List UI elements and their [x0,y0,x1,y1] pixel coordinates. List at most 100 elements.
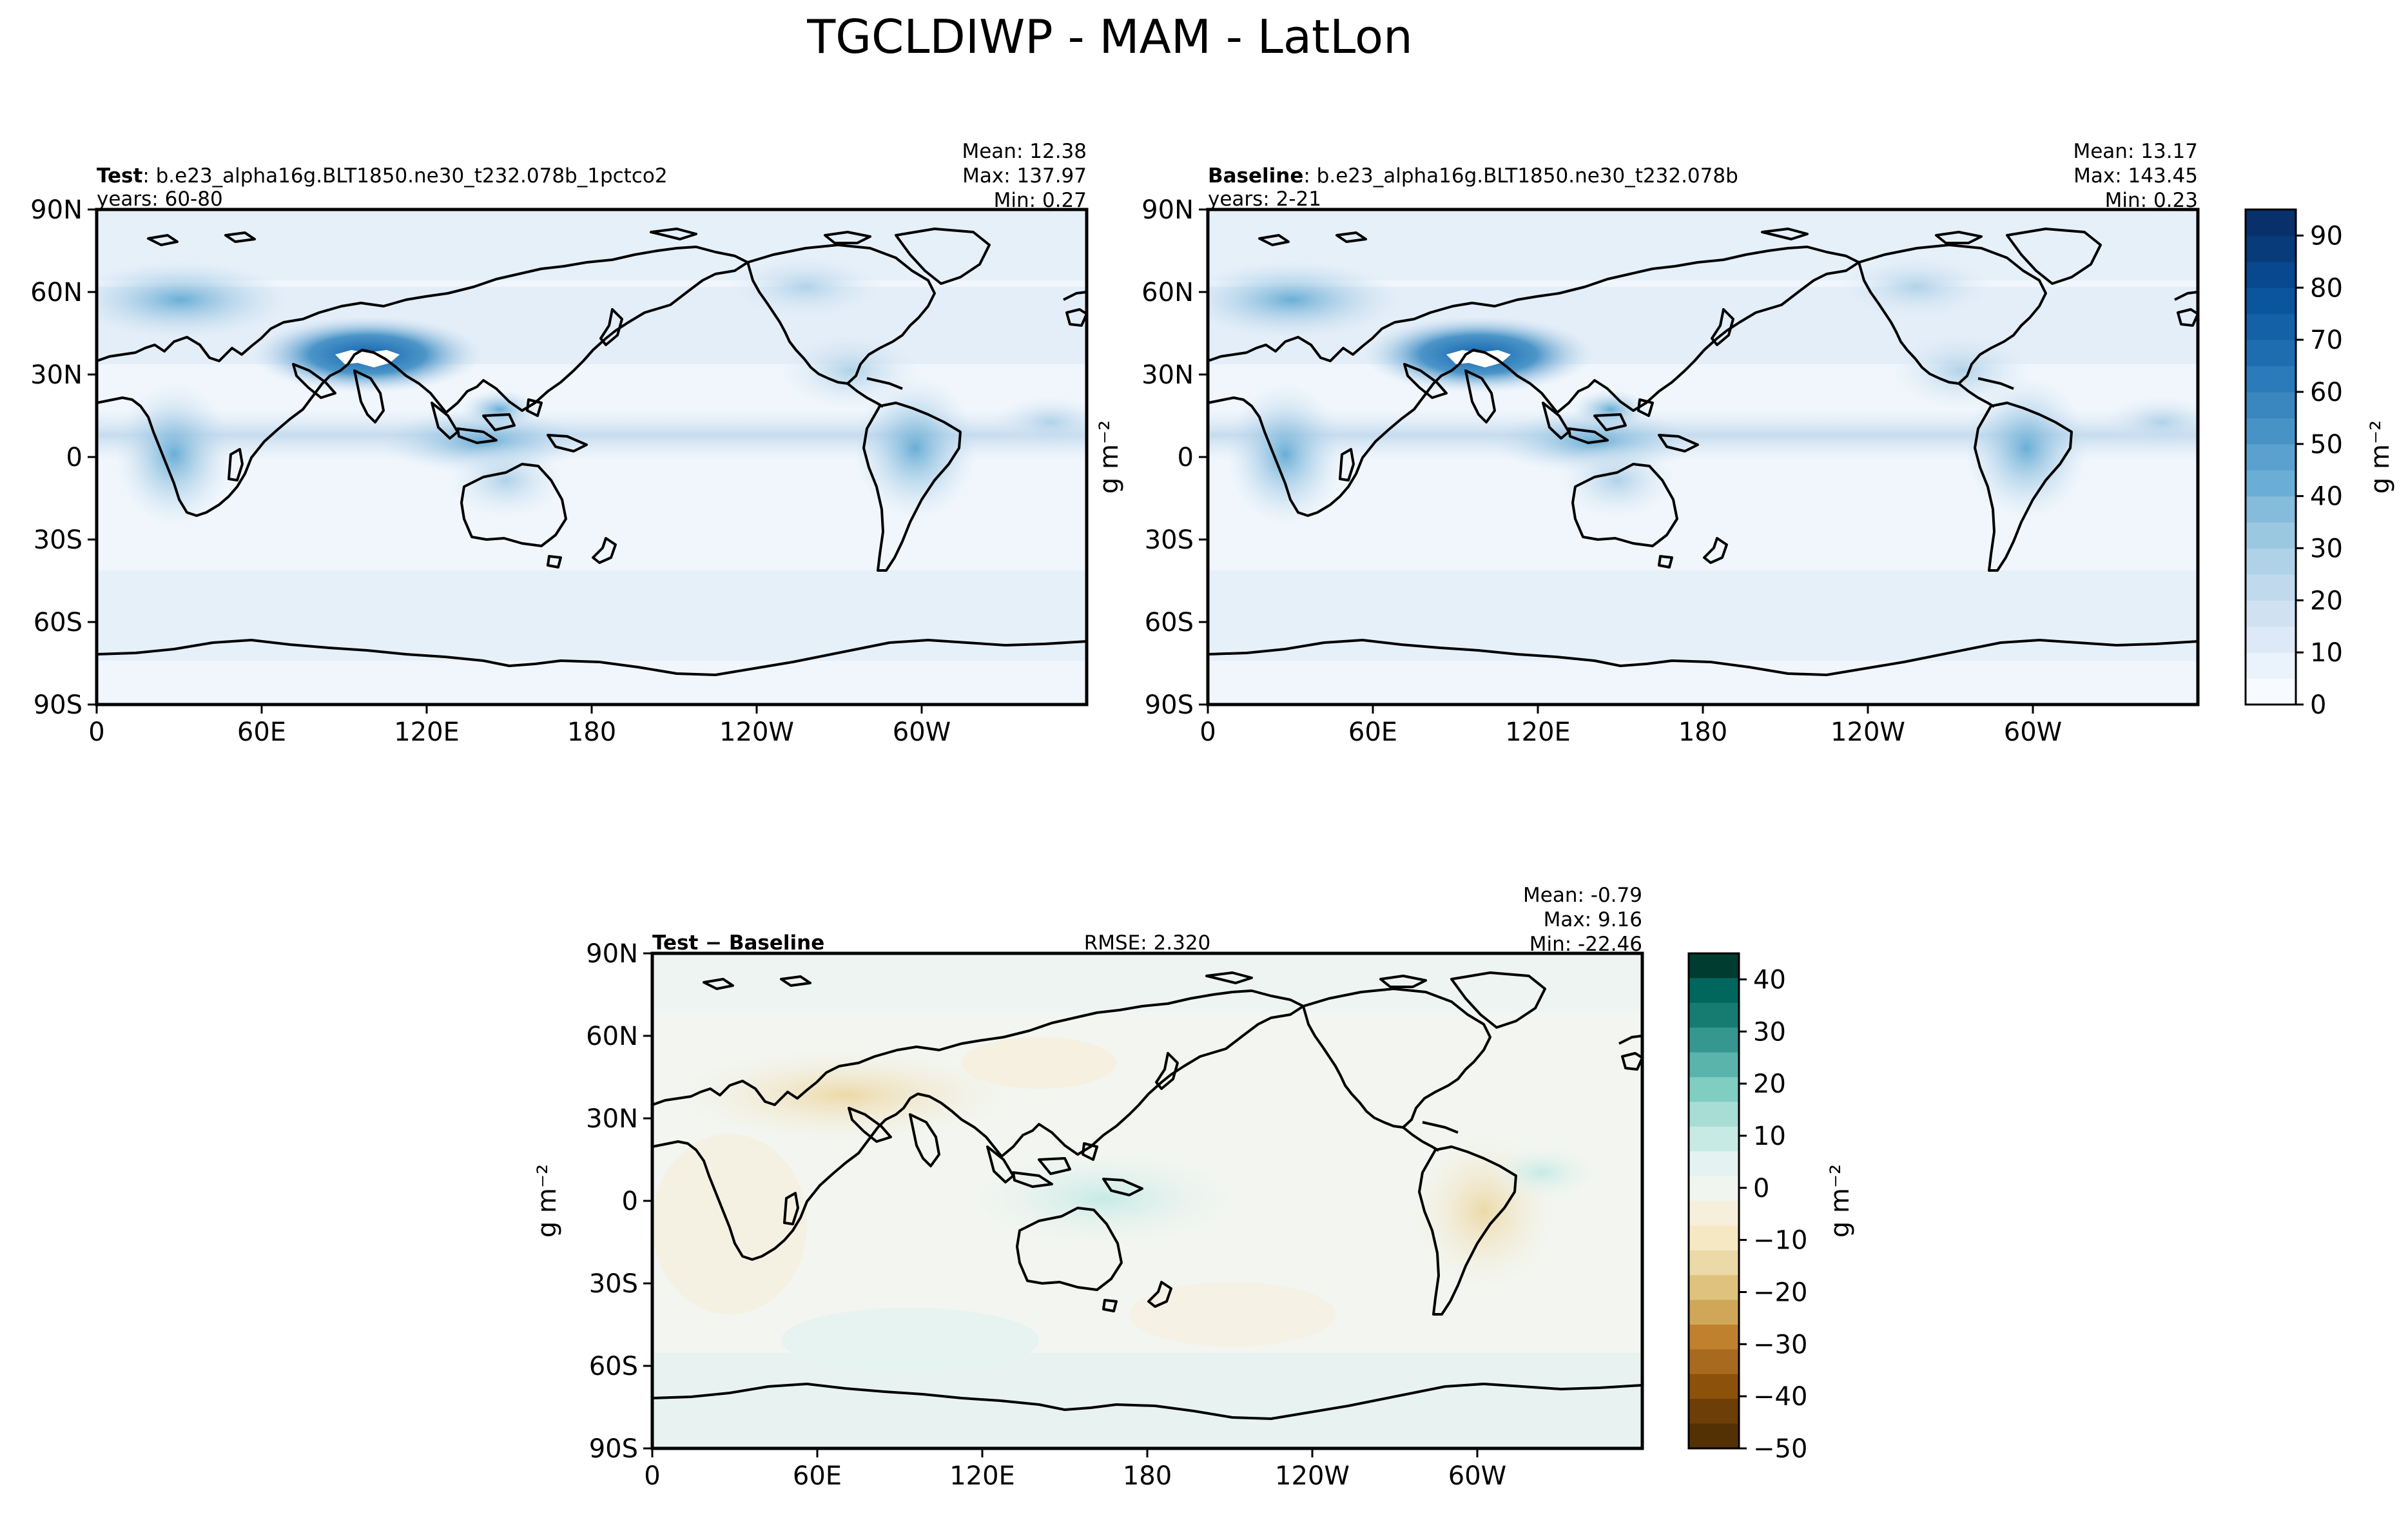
lon-tick: 60W [2004,717,2062,747]
lon-tick: 0 [88,717,104,747]
colorbar-tick-label: 40 [1753,965,1786,995]
colorbar-swatch [2246,391,2296,418]
diff-colorbar-frame [1687,952,1740,1450]
colorbar-tick-label: 30 [1753,1017,1786,1047]
lat-tick: 30N [1141,360,1194,390]
colorbar-swatch [2246,443,2296,471]
colorbar-tick-label: 90 [2310,221,2343,251]
colorbar-tick-label: 30 [2310,534,2343,563]
colorbar-tick-label: −50 [1753,1434,1807,1464]
test-max: Max: 137.97 [962,164,1087,188]
colorbar-tick-label: 20 [2310,586,2343,616]
colorbar-tick-label: 0 [2310,690,2326,720]
lon-tick: 120E [1505,717,1571,747]
colorbar-swatch [2246,574,2296,601]
test-map-field [97,209,1087,705]
test-case-name: : b.e23_alpha16g.BLT1850.ne30_t232.078b_… [142,164,667,188]
main-colorbar-frame [2244,208,2297,706]
colorbar-swatch [1689,1176,1739,1202]
colorbar-tick-label: 60 [2310,378,2343,407]
lon-tick: 120E [394,717,460,747]
baseline-case-name: : b.e23_alpha16g.BLT1850.ne30_t232.078b [1303,164,1738,188]
lat-tick: 90S [589,1434,638,1464]
colorbar-swatch [1689,1374,1739,1399]
diff-rmse: RMSE: 2.320 [1084,931,1211,955]
lon-tick: 60E [237,717,286,747]
main-colorbar-label: g m⁻² [2365,420,2395,494]
figure-title: TGCLDIWP - MAM - LatLon [806,10,1412,64]
colorbar-swatch [1689,1275,1739,1301]
lon-tick: 180 [1123,1461,1172,1491]
diff-panel: 90N 60N 30N 0 30S 60S 90S 0 60E 120E 180… [532,884,1644,1491]
lat-tick: 60S [589,1352,638,1381]
colorbar-swatch [2246,600,2296,627]
lat-tick: 0 [622,1187,638,1216]
colorbar-swatch [2246,365,2296,393]
baseline-ylabel: g m⁻² [1094,420,1124,494]
colorbar-swatch [2246,287,2296,315]
colorbar-swatch [2246,678,2296,705]
baseline-lon-ticks: 0 60E 120E 180 120W 60W [1199,717,2062,747]
colorbar-swatch [2246,418,2296,445]
colorbar-swatch [1689,1225,1739,1251]
colorbar-swatch [2246,652,2296,679]
lat-tick: 30N [586,1104,638,1134]
baseline-min: Min: 0.23 [2105,189,2198,212]
colorbar-swatch [1689,1349,1739,1375]
colorbar-swatch [2246,313,2296,340]
colorbar-tick-label: 80 [2310,273,2343,303]
colorbar-swatch [1689,953,1739,978]
baseline-label: Baseline [1208,164,1303,188]
colorbar-swatch [2246,340,2296,367]
diff-min: Min: -22.46 [1529,933,1642,956]
colorbar-swatch [2246,496,2296,523]
main-colorbar-ticks: 0 10 20 30 40 50 60 70 80 90 [2296,221,2343,720]
lat-tick: 30S [34,525,83,555]
diff-map-field [652,953,1642,1448]
baseline-lat-ticks: 90N 60N 30N 0 30S 60S 90S [1141,195,1194,720]
diff-colorbar: 40 30 20 10 0 −10 −20 −30 −40 −50 g m⁻² [1687,952,1855,1464]
diff-mean: Mean: -0.79 [1523,884,1642,907]
lon-tick: 120W [719,717,794,747]
diff-ylabel: g m⁻² [532,1164,562,1238]
colorbar-swatch [1689,1325,1739,1350]
colorbar-swatch [1689,1399,1739,1425]
diff-colorbar-ticks: 40 30 20 10 0 −10 −20 −30 −40 −50 [1739,965,1807,1464]
colorbar-tick-label: 0 [1753,1174,1769,1203]
test-panel: 90N 60N 30N 0 30S 60S 90S 0 60E 120E 180… [30,140,1089,747]
lon-tick: 60E [793,1461,842,1491]
lat-tick: 60N [1141,278,1194,307]
colorbar-swatch [2246,626,2296,653]
colorbar-tick-label: 70 [2310,326,2343,355]
colorbar-tick-label: 10 [1753,1122,1786,1151]
colorbar-tick-label: 50 [2310,430,2343,460]
colorbar-swatch [2246,470,2296,497]
diff-label: Test − Baseline [652,931,824,955]
colorbar-swatch [1689,1126,1739,1152]
baseline-case-title: Baseline: b.e23_alpha16g.BLT1850.ne30_t2… [1208,164,1738,188]
lat-tick: 90N [30,195,83,225]
colorbar-tick-label: 40 [2310,482,2343,512]
lat-tick: 90N [1141,195,1194,225]
lat-tick: 60N [586,1022,638,1051]
colorbar-swatch [1689,1250,1739,1276]
baseline-panel: 90N 60N 30N 0 30S 60S 90S 0 60E 120E 180… [1094,140,2200,747]
diff-colorbar-swatches [1689,953,1739,1449]
baseline-mean: Mean: 13.17 [2073,140,2198,163]
colorbar-swatch [1689,1201,1739,1226]
colorbar-swatch [2246,235,2296,262]
lon-tick: 0 [644,1461,660,1491]
lat-tick: 60S [1145,608,1194,637]
colorbar-swatch [2246,548,2296,575]
colorbar-swatch [1689,1423,1739,1449]
lon-tick: 120W [1830,717,1905,747]
test-lon-ticks: 0 60E 120E 180 120W 60W [88,717,951,747]
baseline-years: years: 2-21 [1208,188,1321,211]
lat-tick: 90S [34,690,83,720]
test-label: Test [97,164,143,188]
test-mean: Mean: 12.38 [962,140,1087,163]
lat-tick: 30N [30,360,83,390]
colorbar-tick-label: −20 [1753,1278,1807,1307]
lat-tick: 60S [34,608,83,637]
